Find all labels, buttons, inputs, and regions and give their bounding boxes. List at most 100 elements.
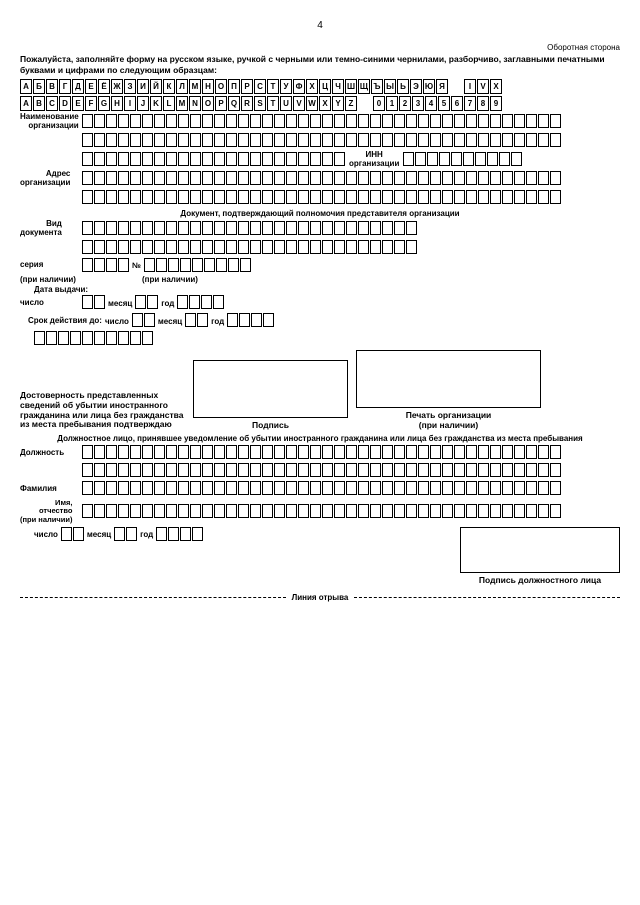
input-cell[interactable] (166, 504, 177, 518)
input-cell[interactable] (82, 463, 93, 477)
input-cell[interactable] (262, 190, 273, 204)
input-cell[interactable] (130, 504, 141, 518)
input-cell[interactable] (226, 504, 237, 518)
input-cell[interactable] (178, 152, 189, 166)
input-cell[interactable] (82, 221, 93, 235)
input-cell[interactable] (190, 190, 201, 204)
input-cell[interactable] (238, 240, 249, 254)
input-cell[interactable] (334, 504, 345, 518)
input-cell[interactable] (180, 258, 191, 272)
input-cell[interactable] (334, 221, 345, 235)
input-cell[interactable] (322, 152, 333, 166)
input-cell[interactable] (250, 190, 261, 204)
input-cell[interactable] (454, 190, 465, 204)
input-cell[interactable] (202, 190, 213, 204)
input-cell[interactable] (478, 504, 489, 518)
input-cell[interactable] (130, 445, 141, 459)
input-cell[interactable] (144, 258, 155, 272)
input-cell[interactable] (82, 152, 93, 166)
input-cell[interactable] (106, 171, 117, 185)
input-cell[interactable] (370, 445, 381, 459)
input-cell[interactable] (118, 331, 129, 345)
input-cell[interactable] (454, 114, 465, 128)
input-cell[interactable] (118, 114, 129, 128)
input-cell[interactable] (418, 133, 429, 147)
input-cell[interactable] (132, 313, 143, 327)
input-cell[interactable] (130, 152, 141, 166)
input-cell[interactable] (82, 190, 93, 204)
input-cell[interactable] (238, 445, 249, 459)
input-cell[interactable] (406, 221, 417, 235)
input-cell[interactable] (142, 133, 153, 147)
input-cell[interactable] (142, 481, 153, 495)
input-cell[interactable] (202, 504, 213, 518)
input-cell[interactable] (166, 171, 177, 185)
input-cell[interactable] (61, 527, 72, 541)
input-cell[interactable] (478, 133, 489, 147)
input-cell[interactable] (334, 114, 345, 128)
input-cell[interactable] (346, 463, 357, 477)
input-cell[interactable] (197, 313, 208, 327)
input-cell[interactable] (526, 114, 537, 128)
input-cell[interactable] (358, 171, 369, 185)
input-cell[interactable] (263, 313, 274, 327)
input-cell[interactable] (82, 258, 93, 272)
input-cell[interactable] (502, 445, 513, 459)
input-cell[interactable] (430, 481, 441, 495)
input-cell[interactable] (454, 504, 465, 518)
input-cell[interactable] (418, 114, 429, 128)
input-cell[interactable] (189, 295, 200, 309)
input-cell[interactable] (451, 152, 462, 166)
input-cell[interactable] (526, 445, 537, 459)
input-cell[interactable] (166, 481, 177, 495)
input-cell[interactable] (118, 221, 129, 235)
input-cell[interactable] (262, 445, 273, 459)
input-cell[interactable] (166, 445, 177, 459)
input-cell[interactable] (166, 114, 177, 128)
input-cell[interactable] (478, 481, 489, 495)
input-cell[interactable] (442, 114, 453, 128)
input-cell[interactable] (190, 221, 201, 235)
input-cell[interactable] (142, 171, 153, 185)
input-cell[interactable] (370, 463, 381, 477)
input-cell[interactable] (298, 463, 309, 477)
input-cell[interactable] (190, 133, 201, 147)
input-cell[interactable] (262, 133, 273, 147)
input-cell[interactable] (238, 221, 249, 235)
input-cell[interactable] (286, 445, 297, 459)
input-cell[interactable] (106, 258, 117, 272)
input-cell[interactable] (226, 445, 237, 459)
input-cell[interactable] (202, 463, 213, 477)
input-cell[interactable] (94, 221, 105, 235)
input-cell[interactable] (204, 258, 215, 272)
input-cell[interactable] (192, 527, 203, 541)
input-cell[interactable] (406, 114, 417, 128)
input-cell[interactable] (250, 240, 261, 254)
input-cell[interactable] (478, 190, 489, 204)
input-cell[interactable] (82, 504, 93, 518)
input-cell[interactable] (250, 504, 261, 518)
input-cell[interactable] (82, 295, 93, 309)
input-cell[interactable] (106, 481, 117, 495)
input-cell[interactable] (238, 152, 249, 166)
input-cell[interactable] (514, 463, 525, 477)
input-cell[interactable] (382, 240, 393, 254)
input-cell[interactable] (346, 133, 357, 147)
input-cell[interactable] (238, 481, 249, 495)
input-cell[interactable] (370, 190, 381, 204)
input-cell[interactable] (106, 240, 117, 254)
input-cell[interactable] (490, 190, 501, 204)
input-cell[interactable] (358, 221, 369, 235)
input-cell[interactable] (310, 190, 321, 204)
input-cell[interactable] (180, 527, 191, 541)
input-cell[interactable] (358, 504, 369, 518)
input-cell[interactable] (106, 133, 117, 147)
input-cell[interactable] (190, 114, 201, 128)
input-cell[interactable] (478, 114, 489, 128)
input-cell[interactable] (454, 481, 465, 495)
input-cell[interactable] (382, 481, 393, 495)
input-cell[interactable] (454, 463, 465, 477)
input-cell[interactable] (202, 481, 213, 495)
input-cell[interactable] (394, 463, 405, 477)
input-cell[interactable] (274, 114, 285, 128)
